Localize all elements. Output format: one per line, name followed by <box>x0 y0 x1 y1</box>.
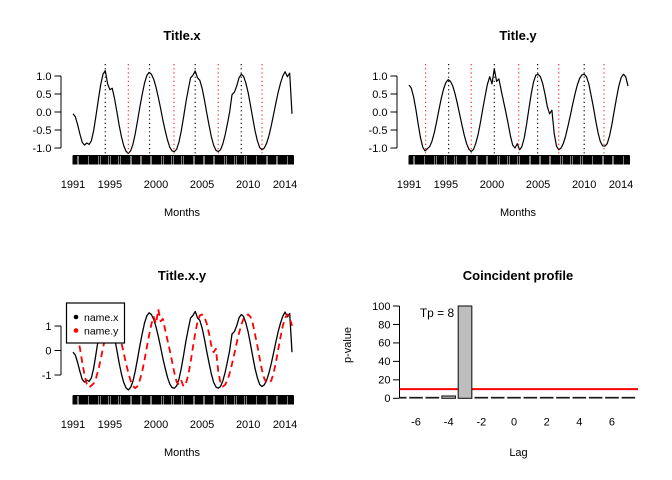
legend-marker <box>73 328 79 333</box>
x-axis-year-label: 1995 <box>98 179 122 191</box>
y-axis-tick-label: 1.0 <box>36 71 51 83</box>
x-axis-label: Lag <box>509 447 527 459</box>
p-value-bar <box>457 305 473 399</box>
y-axis-tick-label: 0.5 <box>36 89 51 101</box>
plot-title: Title.x.y <box>158 268 207 283</box>
x-axis-year-label: 1995 <box>98 419 122 431</box>
x-axis-year-label: 2005 <box>190 179 214 191</box>
y-axis-tick-label: 0 <box>45 345 51 357</box>
x-axis-year-label: 2000 <box>144 179 168 191</box>
y-axis-tick-label: 0 <box>384 393 390 405</box>
x-axis-year-label: 2014 <box>273 179 297 191</box>
legend-label: name.x <box>84 312 119 324</box>
y-axis-tick-label: -1.0 <box>33 143 52 155</box>
x-axis-tick-label: 4 <box>576 417 582 429</box>
x-axis-year-label: 2014 <box>273 419 297 431</box>
x-axis-year-label: 2014 <box>609 179 633 191</box>
legend-box <box>65 302 126 344</box>
series-line-title_x <box>72 69 293 154</box>
y-axis-label: p-value <box>342 327 354 363</box>
y-axis-tick-label: -1 <box>42 370 52 382</box>
x-axis-year-label: 1991 <box>397 179 421 191</box>
x-axis-year-label: 2000 <box>480 179 504 191</box>
p-value-bar <box>441 395 457 399</box>
plot-coincident-profile: Coincident profile Lag p-value Tp = 8 0 2… <box>342 268 638 459</box>
x-axis-year-label: 1995 <box>434 179 458 191</box>
y-axis-tick-label: 0.0 <box>36 107 51 119</box>
y-axis-tick-label: 40 <box>378 356 390 368</box>
plot-title: Title.y <box>499 28 537 43</box>
x-axis-tick-label: 2 <box>544 417 550 429</box>
y-axis-tick-label: 20 <box>378 375 390 387</box>
y-axis-tick-label: 80 <box>378 319 390 331</box>
y-axis-tick-label: -0.5 <box>369 125 388 137</box>
x-axis-year-label: 2010 <box>572 179 596 191</box>
y-axis-tick-label: 60 <box>378 338 390 350</box>
x-axis-tick-label: -6 <box>411 417 421 429</box>
plot-title-xy: Title.x.y Months 1 0 -1 1991 1995 2000 2005 201… <box>42 268 298 459</box>
y-axis-tick-label: 0.5 <box>372 89 387 101</box>
x-axis-year-label: 2000 <box>144 419 168 431</box>
y-axis-tick-label: 0.0 <box>372 107 387 119</box>
x-axis-tick-label: 0 <box>511 417 517 429</box>
series-line-title_y <box>408 68 629 153</box>
x-axis-tick-label: -2 <box>476 417 486 429</box>
y-axis-tick-label: -1.0 <box>369 143 388 155</box>
plot-title-x: Title.x Months 1.0 0.5 0.0 -0.5 -1.0 1991 1995… <box>33 28 298 219</box>
plot-title-y: Title.y Months 1.0 0.5 0.0 -0.5 -1.0 1991 1995… <box>369 28 634 219</box>
x-axis-label: Months <box>164 207 201 219</box>
tp-annotation: Tp = 8 <box>420 306 455 320</box>
legend-label: name.y <box>84 325 119 337</box>
y-axis-tick-label: 1.0 <box>372 71 387 83</box>
plot-title: Title.x <box>163 28 201 43</box>
x-axis-year-label: 1991 <box>61 419 85 431</box>
x-axis-label: Months <box>164 447 201 459</box>
y-axis-tick-label: 100 <box>372 301 390 313</box>
y-axis-tick-label: -0.5 <box>33 125 52 137</box>
x-axis-tick-label: 6 <box>609 417 615 429</box>
x-axis-year-label: 2010 <box>236 419 260 431</box>
x-axis-year-label: 1991 <box>61 179 85 191</box>
x-axis-year-label: 2005 <box>526 179 550 191</box>
x-axis-tick-label: -4 <box>444 417 454 429</box>
legend-marker <box>73 314 79 320</box>
plot-title: Coincident profile <box>463 268 574 283</box>
x-axis-year-label: 2005 <box>190 419 214 431</box>
y-axis-tick-label: 1 <box>45 321 51 333</box>
x-axis-year-label: 2010 <box>236 179 260 191</box>
x-axis-label: Months <box>500 207 537 219</box>
